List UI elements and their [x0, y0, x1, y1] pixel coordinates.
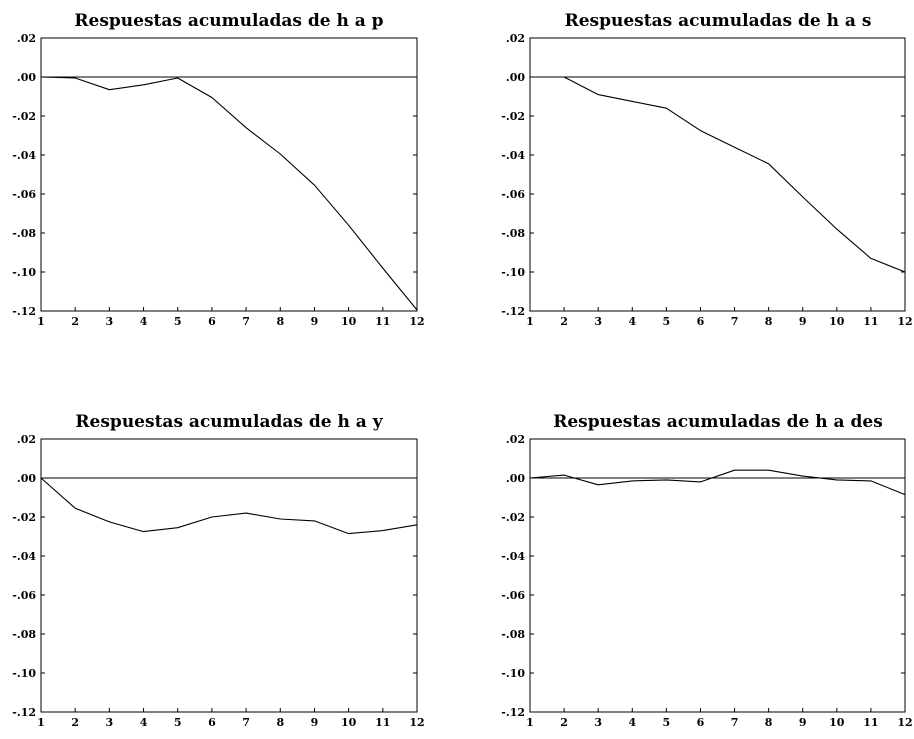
x-tick-label: 12: [409, 716, 424, 729]
x-tick-label: 2: [71, 315, 79, 328]
y-tick-label: .00: [506, 472, 525, 485]
x-tick-label: 2: [71, 716, 79, 729]
series-line: [41, 478, 417, 534]
x-tick-label: 11: [863, 716, 878, 729]
x-tick-label: 5: [174, 716, 182, 729]
x-tick-label: 9: [799, 716, 807, 729]
x-tick-label: 5: [663, 716, 671, 729]
x-tick-label: 3: [594, 716, 602, 729]
x-tick-label: 5: [174, 315, 182, 328]
y-tick-label: -.02: [12, 511, 36, 524]
x-tick-label: 12: [897, 716, 912, 729]
y-tick-label: -.02: [501, 110, 525, 123]
y-tick-label: .02: [506, 433, 525, 446]
x-tick-label: 10: [341, 716, 357, 729]
chart-panel-3: Respuestas acumuladas de h a y .02 .00 -.02…: [12, 412, 424, 729]
x-tick-label: 4: [628, 315, 636, 328]
y-tick-label: .00: [17, 71, 36, 84]
x-tick-label: 10: [829, 315, 845, 328]
x-tick-label: 2: [560, 716, 568, 729]
y-tick-label: -.08: [501, 227, 525, 240]
x-tick-label: 3: [594, 315, 602, 328]
chart-panel-4: Respuestas acumuladas de h a des .02 .00 -.…: [501, 412, 912, 729]
x-tick-label: 1: [37, 315, 45, 328]
x-tick-label: 7: [242, 716, 250, 729]
y-tick-label: -.02: [12, 110, 36, 123]
x-tick-label: 8: [765, 716, 773, 729]
x-tick-label: 6: [697, 315, 705, 328]
series-line: [530, 470, 905, 494]
x-tick-label: 12: [897, 315, 912, 328]
x-tick-label: 6: [697, 716, 705, 729]
chart-title: Respuestas acumuladas de h a s: [565, 11, 872, 31]
x-tick-label: 3: [106, 716, 114, 729]
x-tick-label: 4: [140, 315, 148, 328]
x-tick-label: 1: [526, 716, 534, 729]
x-tick-label: 2: [560, 315, 568, 328]
x-tick-label: 11: [375, 315, 390, 328]
x-tick-label: 11: [375, 716, 390, 729]
x-tick-label: 6: [208, 716, 216, 729]
series-line: [41, 77, 417, 310]
x-tick-label: 10: [829, 716, 845, 729]
y-tick-label: -.04: [12, 149, 36, 162]
y-tick-label: .02: [506, 32, 525, 45]
y-tick-label: -.02: [501, 511, 525, 524]
y-tick-label: -.10: [501, 667, 525, 680]
y-tick-label: -.06: [12, 188, 36, 201]
y-tick-label: -.08: [501, 628, 525, 641]
chart-panel-1: Respuestas acumuladas de h a p .02 .00 -.02…: [12, 11, 424, 328]
x-tick-label: 9: [311, 716, 319, 729]
chart-title: Respuestas acumuladas de h a p: [74, 11, 383, 31]
y-tick-label: -.10: [12, 667, 36, 680]
y-tick-label: -.06: [12, 589, 36, 602]
plot-frame: [41, 38, 417, 311]
y-tick-label: -.04: [501, 550, 525, 563]
x-tick-label: 8: [276, 716, 284, 729]
x-tick-label: 5: [663, 315, 671, 328]
x-tick-label: 1: [37, 716, 45, 729]
chart-title: Respuestas acumuladas de h a y: [75, 412, 383, 432]
y-tick-label: -.04: [12, 550, 36, 563]
y-tick-label: .02: [17, 32, 36, 45]
x-tick-label: 6: [208, 315, 216, 328]
x-tick-label: 10: [341, 315, 357, 328]
x-tick-label: 3: [106, 315, 114, 328]
y-tick-label: -.06: [501, 589, 525, 602]
x-tick-label: 9: [311, 315, 319, 328]
series-line: [530, 77, 905, 272]
y-tick-label: -.10: [501, 266, 525, 279]
chart-title: Respuestas acumuladas de h a des: [553, 412, 883, 432]
x-tick-label: 7: [731, 716, 739, 729]
x-tick-label: 8: [276, 315, 284, 328]
x-tick-label: 11: [863, 315, 878, 328]
y-tick-label: -.10: [12, 266, 36, 279]
y-tick-label: -.12: [501, 305, 525, 318]
y-tick-label: -.04: [501, 149, 525, 162]
y-tick-label: .00: [506, 71, 525, 84]
y-tick-label: .02: [17, 433, 36, 446]
x-tick-label: 7: [242, 315, 250, 328]
plot-frame: [530, 38, 905, 311]
y-tick-label: -.08: [12, 628, 36, 641]
x-tick-label: 4: [140, 716, 148, 729]
y-tick-label: -.12: [501, 706, 525, 719]
x-tick-label: 9: [799, 315, 807, 328]
x-tick-label: 4: [628, 716, 636, 729]
y-tick-label: -.12: [12, 305, 36, 318]
x-tick-label: 8: [765, 315, 773, 328]
y-tick-label: -.12: [12, 706, 36, 719]
x-tick-label: 12: [409, 315, 424, 328]
plot-frame: [41, 439, 417, 712]
y-tick-label: -.08: [12, 227, 36, 240]
y-tick-label: .00: [17, 472, 36, 485]
x-tick-label: 7: [731, 315, 739, 328]
chart-panel-2: Respuestas acumuladas de h a s .02 .00 -.02…: [501, 11, 912, 328]
x-tick-label: 1: [526, 315, 534, 328]
y-tick-label: -.06: [501, 188, 525, 201]
